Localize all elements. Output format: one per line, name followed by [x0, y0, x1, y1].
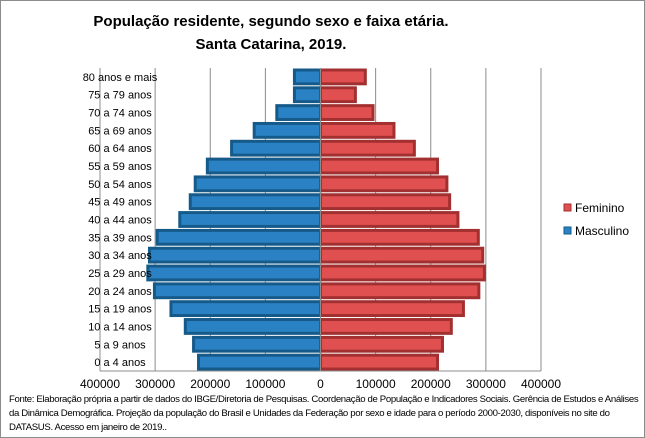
y-category-label: 50 a 54 anos	[88, 179, 152, 191]
y-category-label: 75 a 79 anos	[88, 90, 152, 102]
x-tick-label: 0	[317, 377, 324, 391]
bar-feminino	[319, 335, 444, 353]
bar-feminino	[319, 282, 481, 300]
y-category-label: 40 a 44 anos	[88, 215, 152, 227]
legend-swatch-masculino	[563, 226, 572, 235]
bar-masculino	[152, 282, 322, 300]
legend-label-feminino: Feminino	[575, 201, 625, 215]
y-category-label: 25 a 29 anos	[88, 268, 152, 280]
y-category-label: 65 a 69 anos	[88, 125, 152, 137]
x-tick-label: 400000	[80, 377, 120, 391]
y-category-label: 55 a 59 anos	[88, 161, 152, 173]
y-category-label: 60 a 64 anos	[88, 143, 152, 155]
chart-subtitle: Santa Catarina, 2019.	[195, 36, 347, 53]
bar-masculino	[275, 104, 322, 121]
bar-masculino	[252, 121, 322, 139]
bar-masculino	[197, 353, 323, 371]
y-category-label: 70 a 74 anos	[88, 108, 152, 120]
x-tick-label: 100000	[356, 377, 396, 391]
y-category-label: 0 a 4 anos	[94, 357, 146, 369]
bar-masculino	[146, 264, 322, 282]
bar-masculino	[230, 139, 322, 157]
bar-feminino	[319, 104, 375, 121]
legend-swatch-feminino	[563, 203, 572, 212]
bar-feminino	[319, 175, 449, 193]
bar-feminino	[319, 300, 465, 318]
y-category-label: 10 a 14 anos	[88, 321, 152, 333]
x-tick-label: 100000	[245, 377, 285, 391]
bar-masculino	[205, 157, 322, 175]
bar-masculino	[292, 68, 322, 86]
bar-masculino	[147, 246, 322, 264]
x-tick-label: 400000	[521, 377, 561, 391]
legend-label-masculino: Masculino	[575, 224, 629, 238]
x-tick-label: 300000	[466, 377, 506, 391]
bar-masculino	[169, 300, 322, 318]
x-tick-label: 200000	[411, 377, 451, 391]
bar-feminino	[319, 193, 452, 211]
bar-feminino	[319, 318, 453, 335]
bar-feminino	[319, 264, 486, 282]
bar-feminino	[319, 228, 480, 246]
y-category-label: 45 a 49 anos	[88, 197, 152, 209]
bar-masculino	[188, 193, 322, 211]
footnote: Fonte: Elaboração própria a partir de da…	[9, 394, 639, 433]
pyramid-plot: 400000 300000 200000 100000 0 100000 200000 300…	[80, 68, 629, 391]
bar-feminino	[319, 121, 396, 139]
bar-feminino	[319, 68, 367, 86]
x-tick-label: 200000	[190, 377, 230, 391]
bar-feminino	[319, 157, 440, 175]
y-category-label: 15 a 19 anos	[88, 304, 152, 316]
y-category-label: 35 a 39 anos	[88, 232, 152, 244]
bar-feminino	[319, 246, 485, 264]
bar-feminino	[319, 86, 357, 104]
y-category-label: 30 a 34 anos	[88, 250, 152, 262]
x-tick-label: 300000	[135, 377, 175, 391]
y-category-label: 5 a 9 anos	[94, 339, 146, 351]
bar-feminino	[319, 211, 460, 228]
bar-masculino	[155, 228, 322, 246]
bar-masculino	[292, 86, 322, 104]
y-category-label: 20 a 24 anos	[88, 286, 152, 298]
bar-masculino	[178, 211, 322, 228]
bar-masculino	[193, 175, 322, 193]
bar-feminino	[319, 353, 440, 371]
bar-masculino	[192, 335, 322, 353]
bar-masculino	[183, 318, 322, 335]
y-category-label: 80 anos e mais	[83, 72, 158, 84]
bar-feminino	[319, 139, 416, 157]
chart-title: População residente, segundo sexo e faix…	[93, 13, 449, 30]
